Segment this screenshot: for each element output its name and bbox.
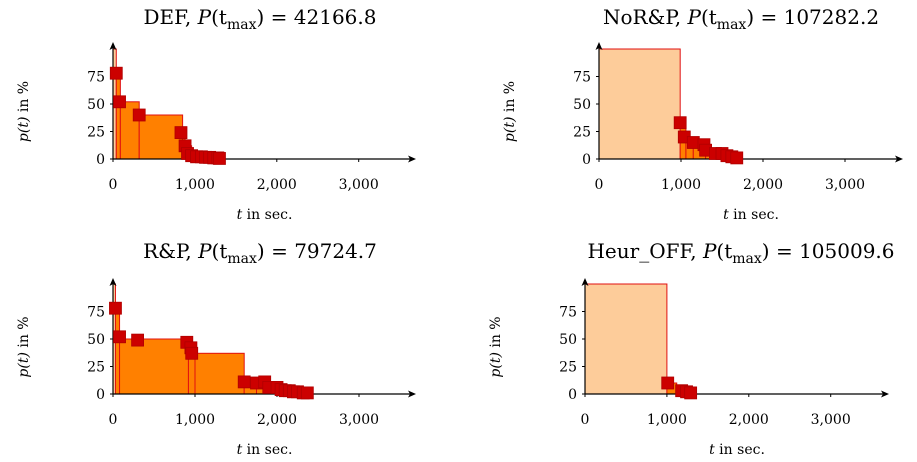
x-axis-label: t in sec. xyxy=(723,207,779,223)
chart-panel-2: 0 1,000 2,000 3,000 0 25 50 75 t in sec. p(t) in … xyxy=(502,5,903,223)
y-tick-label: 25 xyxy=(87,125,105,141)
y-tick-label: 50 xyxy=(87,332,105,348)
x-axis-label: t in sec. xyxy=(237,207,293,223)
y-axis-arrow xyxy=(109,278,117,286)
chart-title: NoR&P, P(tmax) = 107282.2 xyxy=(603,5,879,33)
chart-panel-1: 0 1,000 2,000 3,000 0 25 50 75 t in sec. p(t) in … xyxy=(16,5,416,223)
y-axis-arrow xyxy=(595,42,603,50)
y-tick-label: 75 xyxy=(559,305,577,321)
chart-title: R&P, P(tmax) = 79724.7 xyxy=(143,239,377,267)
y-tick-label: 75 xyxy=(573,70,591,86)
data-point-marker xyxy=(131,333,145,347)
data-point-marker xyxy=(237,375,251,389)
y-tick-label: 25 xyxy=(559,360,577,376)
x-axis-label: t in sec. xyxy=(237,442,293,458)
x-tick-label: 1,000 xyxy=(175,177,215,193)
data-point-marker xyxy=(185,346,199,360)
x-tick-label: 2,000 xyxy=(729,412,769,428)
chart-title: DEF, P(tmax) = 42166.8 xyxy=(144,5,377,33)
data-point-marker xyxy=(661,376,675,390)
x-tick-label: 2,000 xyxy=(743,177,783,193)
data-point-marker xyxy=(300,386,314,400)
y-tick-label: 0 xyxy=(582,152,591,168)
step-area-bar xyxy=(119,338,189,395)
y-tick-label: 50 xyxy=(87,97,105,113)
y-axis-label: p(t) in % xyxy=(16,316,32,377)
x-axis-arrow xyxy=(408,390,416,398)
y-axis-arrow xyxy=(109,42,117,50)
y-tick-label: 0 xyxy=(568,387,577,403)
y-tick-label: 75 xyxy=(87,70,105,86)
data-point-marker xyxy=(109,66,123,80)
y-tick-label: 25 xyxy=(87,360,105,376)
x-tick-label: 3,000 xyxy=(339,412,379,428)
y-tick-label: 0 xyxy=(96,387,105,403)
chart-panel-3: 0 1,000 2,000 3,000 0 25 50 75 t in sec. p(t) in … xyxy=(16,239,416,458)
data-point-marker xyxy=(109,301,122,315)
step-area-bar xyxy=(194,352,245,395)
x-tick-label: 0 xyxy=(595,177,604,193)
x-axis-label: t in sec. xyxy=(709,442,765,458)
x-tick-label: 2,000 xyxy=(257,177,297,193)
y-axis-label: p(t) in % xyxy=(16,81,32,142)
x-tick-label: 3,000 xyxy=(811,412,851,428)
data-point-marker xyxy=(213,152,226,165)
y-tick-label: 50 xyxy=(559,332,577,348)
x-axis-arrow xyxy=(895,155,903,163)
step-area-bar xyxy=(598,48,681,160)
y-tick-label: 25 xyxy=(573,125,591,141)
y-tick-label: 0 xyxy=(96,152,105,168)
data-point-marker xyxy=(113,330,126,344)
data-point-marker xyxy=(673,116,687,130)
chart-panel-4: 0 1,000 2,000 3,000 0 25 50 75 t in sec. p(t) in … xyxy=(488,239,895,458)
data-point-marker xyxy=(174,126,188,139)
y-axis-label: p(t) in % xyxy=(502,81,518,142)
x-tick-label: 1,000 xyxy=(175,412,215,428)
x-axis-arrow xyxy=(408,155,416,163)
step-area-bar xyxy=(584,283,668,395)
data-point-marker xyxy=(132,108,146,122)
data-point-marker xyxy=(730,151,744,165)
step-area-bar xyxy=(115,72,121,160)
data-point-marker xyxy=(684,386,698,400)
x-tick-label: 0 xyxy=(109,412,118,428)
y-axis-label: p(t) in % xyxy=(488,316,504,377)
data-point-marker xyxy=(686,136,700,149)
y-tick-label: 50 xyxy=(573,97,591,113)
x-tick-label: 3,000 xyxy=(825,177,865,193)
x-tick-label: 2,000 xyxy=(257,412,297,428)
step-area-bar xyxy=(114,307,121,395)
x-axis-arrow xyxy=(881,390,889,398)
x-tick-label: 1,000 xyxy=(647,412,687,428)
chart-title: Heur_OFF, P(tmax) = 105009.6 xyxy=(587,239,894,267)
y-axis-arrow xyxy=(581,278,589,286)
x-tick-label: 0 xyxy=(109,177,118,193)
x-tick-label: 1,000 xyxy=(661,177,701,193)
y-tick-label: 75 xyxy=(87,305,105,321)
x-tick-label: 0 xyxy=(581,412,590,428)
data-point-marker xyxy=(113,95,126,109)
x-tick-label: 3,000 xyxy=(339,177,379,193)
